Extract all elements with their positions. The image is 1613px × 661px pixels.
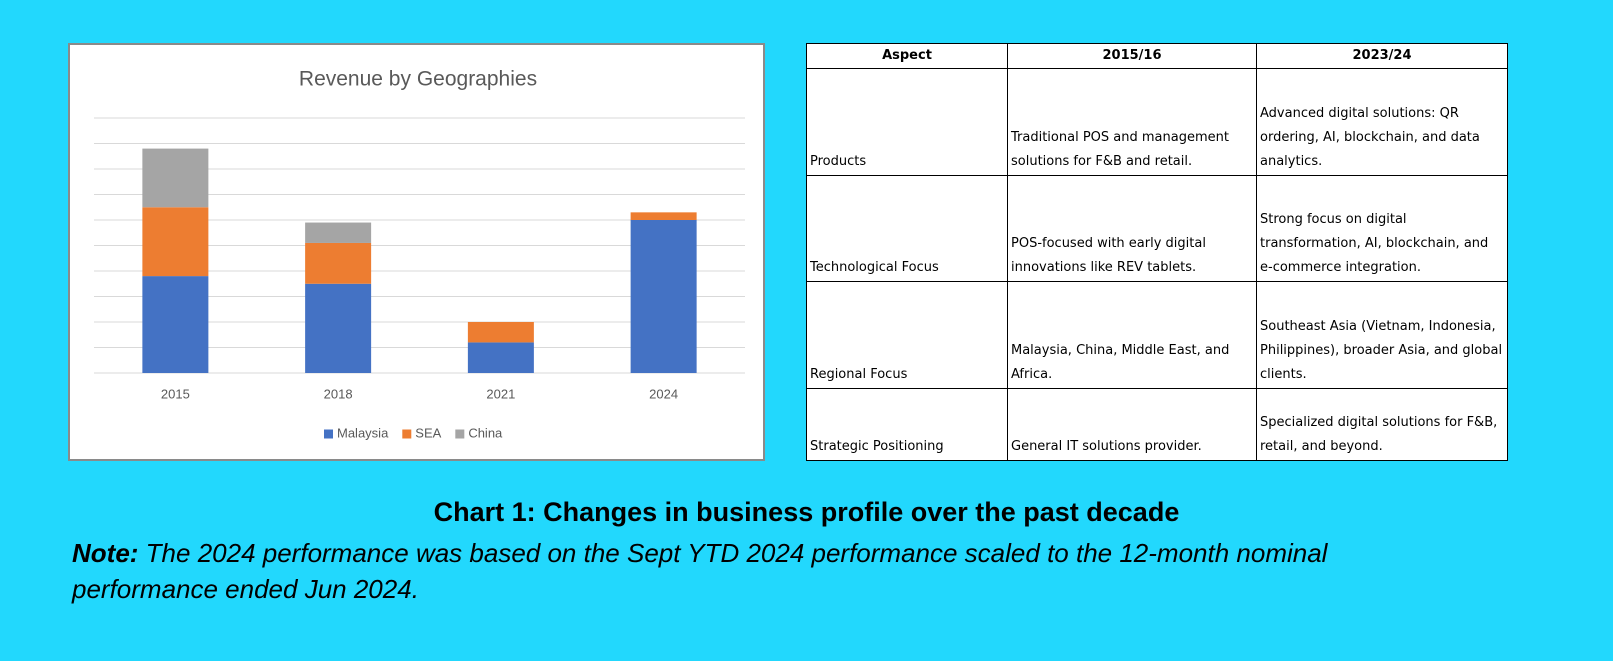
legend-label: China [468, 425, 503, 440]
bar-segment [305, 283, 372, 373]
table-cell: General IT solutions provider. [1007, 387, 1257, 462]
table-cell: POS-focused with early digital innovatio… [1007, 174, 1257, 283]
chart: Revenue by Geographies 2015 2018 2021 2024 M… [94, 68, 745, 440]
bar-segment [305, 242, 372, 284]
bar-segment [467, 322, 534, 343]
bar-segment [467, 342, 534, 373]
table-cell: Technological Focus [806, 174, 1008, 283]
table-cell: Regional Focus [806, 281, 1008, 389]
bar-segment [142, 148, 209, 208]
table-cell: Strong focus on digital transformation, … [1256, 174, 1508, 283]
table-row: Strategic Positioning General IT solution… [806, 387, 1508, 462]
x-tick-label: 2015 [161, 386, 190, 401]
legend-swatch [402, 429, 412, 439]
table-cell: Strategic Positioning [806, 387, 1008, 462]
chart-panel: Revenue by Geographies 2015 2018 2021 2024 M… [68, 43, 765, 461]
chart-title: Revenue by Geographies [299, 68, 537, 91]
bar-segment [630, 212, 697, 220]
header-cell: 2015/16 [1007, 43, 1257, 69]
table-row: Regional Focus Malaysia, China, Middle Ea… [806, 281, 1508, 389]
header-cell: Aspect [806, 43, 1008, 69]
legend-label: Malaysia [337, 425, 389, 440]
note: Note: The 2024 performance was based on … [72, 535, 1472, 607]
legend-swatch [324, 429, 333, 439]
table-cell: Advanced digital solutions: QR ordering,… [1256, 68, 1508, 176]
x-tick-label: 2024 [649, 386, 678, 401]
table-cell: Specialized digital solutions for F&B, r… [1256, 387, 1508, 462]
x-tick-label: 2021 [486, 386, 515, 401]
table-cell: Malaysia, China, Middle East, and Africa… [1007, 281, 1257, 389]
bar-segment [142, 207, 209, 277]
legend-label: SEA [415, 425, 441, 440]
table-row: Technological Focus POS-focused with earl… [806, 174, 1508, 283]
table-row: Products Traditional POS and management s… [806, 68, 1508, 176]
table-cell: Traditional POS and management solutions… [1007, 68, 1257, 176]
table-cell: Southeast Asia (Vietnam, Indonesia, Phil… [1256, 281, 1508, 389]
table-cell: Products [806, 68, 1008, 176]
table-panel: Aspect 2015/16 2023/24 Products Traditional… [806, 43, 1508, 462]
bar-segment [305, 222, 372, 243]
caption: Chart 1: Changes in business profile ove… [433, 497, 1180, 527]
header-cell: 2023/24 [1256, 43, 1508, 69]
bar-segment [142, 276, 209, 373]
bar-segment [630, 220, 697, 373]
header-row: Aspect 2015/16 2023/24 [806, 43, 1508, 69]
legend-swatch [455, 429, 465, 439]
comparison-table: Aspect 2015/16 2023/24 Products Traditional… [806, 43, 1508, 462]
note-label: Note: [72, 538, 139, 568]
note-text: The 2024 performance was based on the Se… [72, 538, 1328, 604]
x-tick-label: 2018 [324, 386, 353, 401]
